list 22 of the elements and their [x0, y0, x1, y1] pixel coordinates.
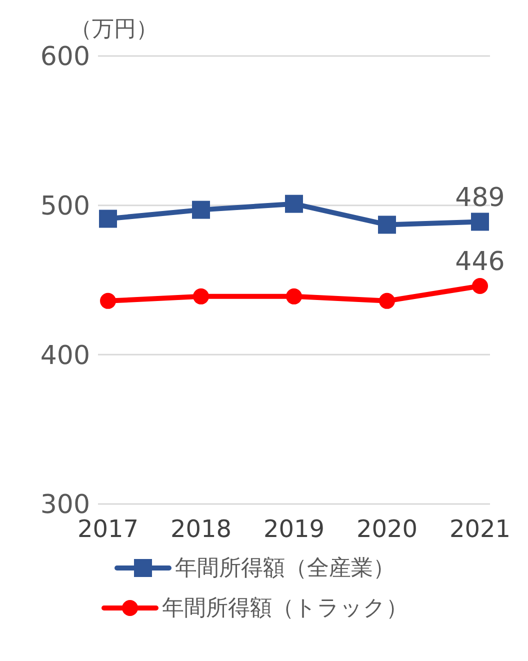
point [192, 200, 210, 219]
y-tick-label: 500 [40, 192, 90, 222]
x-tick-label: 2018 [170, 515, 232, 544]
y-axis-title: （万円） [70, 16, 158, 44]
x-tick-label: 2020 [356, 515, 418, 544]
legend-label: 年間所得額（全産業） [175, 555, 395, 583]
point [286, 288, 302, 304]
point [378, 216, 396, 234]
data-label: 489 [455, 182, 505, 213]
x-tick-label: 2019 [263, 515, 325, 544]
point [285, 194, 303, 213]
legend-label: 年間所得額（トラック） [162, 595, 408, 623]
y-tick-label: 400 [40, 340, 90, 371]
x-tick-label: 2021 [449, 515, 511, 544]
point [379, 292, 395, 309]
point [99, 210, 117, 228]
point [193, 288, 209, 304]
y-tick-label: 600 [40, 42, 90, 72]
data-label: 446 [455, 246, 505, 277]
point [472, 278, 488, 294]
point [100, 292, 116, 309]
point [471, 212, 489, 231]
